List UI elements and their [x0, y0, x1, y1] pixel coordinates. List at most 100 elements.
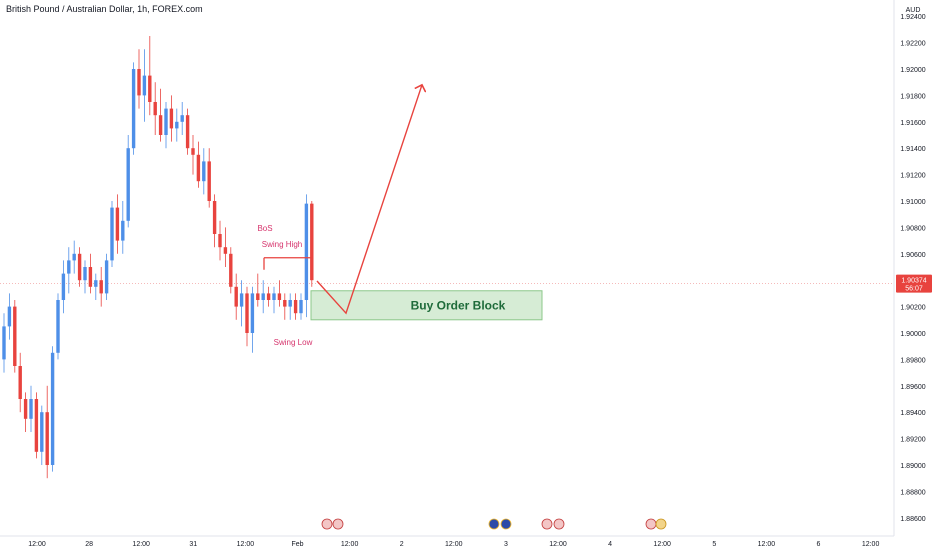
time-tick-label: 12:00 [445, 541, 463, 548]
candle-body [88, 267, 93, 287]
price-tick-label: 1.91800 [900, 93, 925, 100]
current-price-tag [896, 274, 932, 293]
time-tick-label: 12:00 [132, 541, 150, 548]
order-block-zone[interactable] [310, 290, 543, 321]
candle-body [272, 293, 276, 300]
order-block-label: Buy Order Block [411, 298, 506, 312]
candle-body [175, 121, 179, 129]
candle-body [13, 306, 17, 366]
price-tick-label: 1.90000 [900, 331, 925, 338]
swing-low-label: Swing Low [274, 338, 313, 347]
uk-flag-icon[interactable] [321, 518, 333, 530]
candle-body [218, 234, 222, 248]
candle-body [77, 253, 82, 281]
candle-body [223, 247, 228, 254]
candle-body [261, 293, 265, 300]
candle-body [110, 207, 114, 261]
candle-body [234, 286, 238, 307]
price-tick-label: 1.91000 [900, 199, 925, 206]
candle-body [277, 293, 282, 300]
candle-body [148, 75, 152, 102]
price-tick-label: 1.89600 [900, 384, 925, 391]
price-tick-label: 1.90200 [900, 305, 925, 312]
price-tick-label: 1.88600 [900, 516, 925, 523]
candle-body [304, 203, 309, 300]
candle-body [40, 412, 44, 452]
candle-body [67, 260, 71, 274]
candle-body [164, 108, 168, 135]
bos-label: BoS [257, 224, 272, 233]
candle-body [29, 399, 33, 419]
candle-body [7, 306, 12, 327]
candle-body [99, 280, 103, 294]
uk-flag-icon[interactable] [645, 518, 657, 530]
price-tick-label: 1.91200 [900, 173, 925, 180]
candle-body [158, 115, 163, 135]
currency-label: AUD [906, 7, 921, 14]
uk-flag-icon[interactable] [553, 518, 565, 530]
event-flags[interactable] [321, 518, 667, 530]
candle-body [185, 115, 190, 149]
time-tick-label: 3 [504, 541, 508, 548]
candle-body [191, 148, 195, 155]
candle-body [256, 293, 260, 300]
time-tick-label: 4 [608, 541, 612, 548]
candle-body [115, 207, 120, 241]
price-tick-label: 1.89200 [900, 437, 925, 444]
price-tick-label: 1.89000 [900, 463, 925, 470]
candle-body [94, 280, 98, 287]
candle-body [142, 75, 147, 96]
candle-body [137, 69, 141, 96]
time-tick-label: Feb [291, 541, 303, 548]
candle-body [72, 253, 76, 261]
time-tick-label: 5 [712, 541, 716, 548]
candle-body [250, 293, 255, 333]
price-tick-label: 1.90800 [900, 225, 925, 232]
price-tick-label: 1.89800 [900, 357, 925, 364]
time-tick-label: 31 [189, 541, 197, 548]
candle-body [207, 161, 211, 201]
time-tick-label: 12:00 [653, 541, 671, 548]
swing-high-label: Swing High [262, 240, 302, 249]
au-flag-icon[interactable] [488, 518, 500, 530]
candle-body [239, 293, 244, 307]
time-tick-label: 12:00 [28, 541, 46, 548]
candle-body [23, 399, 28, 419]
time-axis[interactable]: 12:00 28 12:00 31 12:00 Feb 12:00 2 12:00 3 12:00 4… [28, 541, 879, 548]
uk-flag-icon[interactable] [541, 518, 553, 530]
candle-body [310, 203, 314, 281]
price-tick-label: 1.88800 [900, 489, 925, 496]
candle-body [121, 220, 125, 241]
candle-body [34, 399, 39, 452]
au-flag-icon[interactable] [500, 518, 512, 530]
candle-body [196, 154, 201, 182]
candle-body [266, 293, 271, 300]
candle-body [131, 69, 136, 149]
price-tick-label: 1.92200 [900, 41, 925, 48]
candle-body [2, 326, 6, 360]
candle-body [229, 253, 233, 287]
time-tick-label: 12:00 [862, 541, 880, 548]
candle-body [180, 115, 184, 122]
candle-body [50, 352, 55, 465]
candle-body [283, 300, 287, 307]
candle-body [61, 273, 66, 300]
eu-flag-icon[interactable] [655, 518, 667, 530]
uk-flag-icon[interactable] [332, 518, 344, 530]
price-tick-label: 1.89400 [900, 410, 925, 417]
candle-body [104, 260, 109, 294]
candle-body [56, 300, 60, 353]
price-tick-label: 1.90600 [900, 252, 925, 259]
candle-body [126, 148, 130, 221]
price-tick-label: 1.91600 [900, 120, 925, 127]
price-axis[interactable]: 1.92400 1.92200 1.92000 1.91800 1.91600 1.914… [900, 14, 925, 523]
symbol-title: British Pound / Australian Dollar, 1h, F… [6, 4, 203, 14]
projection-arrow [316, 85, 422, 315]
time-tick-label: 12:00 [549, 541, 567, 548]
time-tick-label: 2 [400, 541, 404, 548]
time-tick-label: 28 [85, 541, 93, 548]
candle-body [169, 108, 174, 129]
candle-body [202, 161, 206, 182]
price-tick-label: 1.91400 [900, 146, 925, 153]
